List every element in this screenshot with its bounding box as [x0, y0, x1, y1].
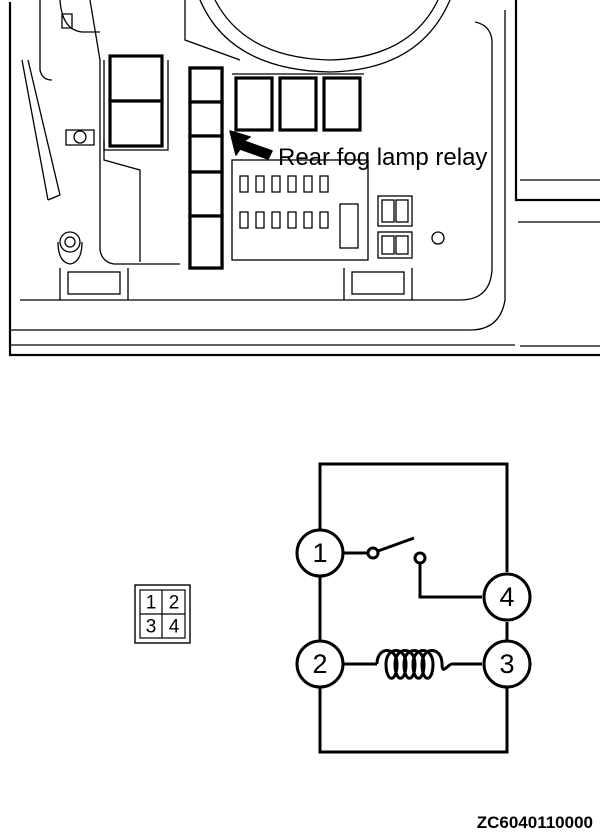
connector-cell-4: 4	[169, 617, 180, 638]
small-relays	[232, 73, 364, 132]
large-relay-left	[103, 54, 169, 151]
fuse-block	[231, 159, 445, 261]
relay-schematic: 1 4 2 3	[295, 462, 532, 754]
terminal-3	[482, 639, 532, 689]
terminal-2-label: 2	[312, 649, 327, 679]
terminal-2	[295, 639, 345, 689]
clip-right	[351, 271, 405, 295]
figure-code: ZC6040110000	[477, 813, 593, 832]
connector-face: 1 2 3 4	[134, 584, 191, 644]
connector-cell-2: 2	[169, 593, 180, 614]
terminal-1	[295, 528, 345, 578]
callout-label: Rear fog lamp relay	[278, 144, 487, 171]
terminal-1-label: 1	[312, 538, 327, 568]
terminal-3-label: 3	[499, 649, 514, 679]
clip-left	[67, 271, 121, 295]
switch-symbol	[344, 536, 482, 599]
terminal-4-label: 4	[499, 582, 514, 612]
connector-cell-3: 3	[146, 617, 157, 638]
relay-box-illustration	[8, 0, 600, 357]
connector-cell-1: 1	[146, 593, 157, 614]
coil-symbol	[344, 649, 482, 680]
relay-column	[188, 66, 224, 270]
terminal-4	[482, 572, 532, 622]
bolt-illustration	[57, 129, 95, 265]
callout-arrow	[229, 130, 273, 160]
